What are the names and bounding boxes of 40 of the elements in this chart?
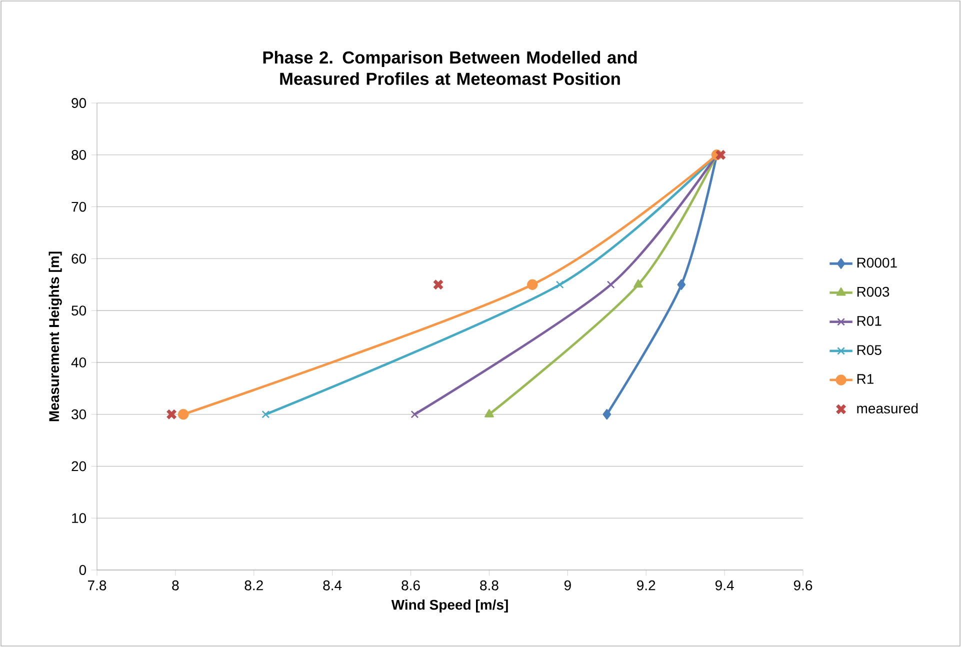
x-tick-label: 9 <box>564 580 571 590</box>
x-tick-label: 8.2 <box>244 580 263 590</box>
x-axis-title: Wind Speed [m/s] <box>391 599 508 613</box>
legend-label: measured <box>857 403 918 414</box>
point <box>262 410 270 418</box>
x-tick-label: 9.6 <box>794 580 812 590</box>
y-tick-label: 40 <box>71 358 86 368</box>
y-tick-label: 60 <box>72 254 86 264</box>
point <box>606 280 615 289</box>
point <box>677 279 686 290</box>
point <box>178 409 189 420</box>
point <box>432 279 444 290</box>
y-tick-label: 10 <box>72 513 86 524</box>
y-tick-label: 90 <box>72 98 86 108</box>
x-tick-label: 8.4 <box>323 580 342 590</box>
legend-label: R01 <box>857 316 882 326</box>
y-tick-label: 30 <box>72 409 86 420</box>
x-tick-label: 9.4 <box>715 580 734 590</box>
legend-label: R003 <box>857 286 890 297</box>
point <box>602 409 612 420</box>
point <box>166 408 178 420</box>
legend-label: R1 <box>857 374 874 384</box>
chart-title: Phase 2. Comparison Between Modelled and Measured Profiles at Meteomast Position <box>263 50 637 85</box>
point <box>715 149 726 160</box>
point <box>527 279 538 290</box>
legend-label: R05 <box>857 345 882 355</box>
y-tick-label: 20 <box>72 461 86 472</box>
y-tick-label: 50 <box>72 306 86 316</box>
y-tick-label: 70 <box>72 202 86 212</box>
x-tick-label: 8 <box>172 580 179 590</box>
y-tick-label: 0 <box>79 565 86 575</box>
x-tick-label: 8.8 <box>480 580 498 590</box>
x-tick-label: 8.6 <box>402 580 420 590</box>
y-axis-title: Measurement Heights [m] <box>48 252 62 422</box>
y-tick-label: 80 <box>72 150 86 160</box>
x-tick-label: 9.2 <box>637 580 656 590</box>
x-tick-label: 7.8 <box>88 580 106 590</box>
legend-label: R0001 <box>857 258 897 268</box>
point <box>410 410 419 418</box>
point <box>556 280 564 289</box>
